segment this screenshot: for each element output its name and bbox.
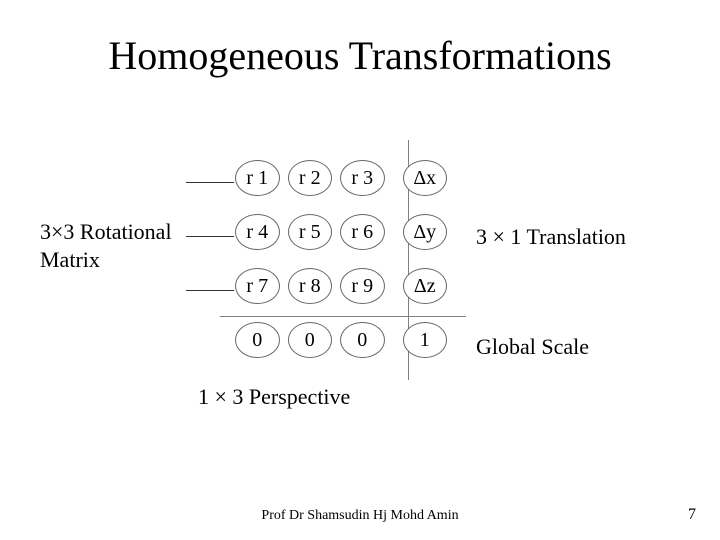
connector-rot-bot — [186, 290, 234, 291]
rotational-matrix-label-line1: 3×3 Rotational — [40, 219, 172, 244]
matrix-row: r 1 r 2 r 3 Δx — [235, 160, 455, 196]
matrix-cell: r 3 — [340, 160, 385, 196]
matrix-row: r 7 r 8 r 9 Δz — [235, 268, 455, 304]
matrix-cell: 0 — [288, 322, 333, 358]
page-title: Homogeneous Transformations — [0, 32, 720, 79]
matrix-cell: r 2 — [288, 160, 333, 196]
matrix-cell: r 5 — [288, 214, 333, 250]
connector-rot-mid — [186, 236, 234, 237]
matrix-cell: Δx — [403, 160, 448, 196]
matrix-row: 0 0 0 1 — [235, 322, 455, 358]
matrix-cell: 0 — [235, 322, 280, 358]
matrix-cell: r 7 — [235, 268, 280, 304]
matrix-cell: r 8 — [288, 268, 333, 304]
matrix-cell: 0 — [340, 322, 385, 358]
rotational-matrix-label-line2: Matrix — [40, 247, 100, 272]
matrix-cell: Δy — [403, 214, 448, 250]
global-scale-label: Global Scale — [476, 334, 589, 360]
matrix-cell: r 1 — [235, 160, 280, 196]
page-number: 7 — [688, 506, 696, 524]
matrix-cell: r 6 — [340, 214, 385, 250]
matrix-cell: r 4 — [235, 214, 280, 250]
matrix-cell: Δz — [403, 268, 448, 304]
rotational-matrix-label: 3×3 Rotational Matrix — [40, 218, 172, 273]
matrix-cell: r 9 — [340, 268, 385, 304]
matrix-cell: 1 — [403, 322, 448, 358]
perspective-label: 1 × 3 Perspective — [198, 384, 350, 410]
matrix-grid: r 1 r 2 r 3 Δx r 4 r 5 r 6 Δy r 7 r 8 r … — [235, 160, 455, 376]
matrix-row: r 4 r 5 r 6 Δy — [235, 214, 455, 250]
translation-label: 3 × 1 Translation — [476, 224, 626, 250]
footer-author: Prof Dr Shamsudin Hj Mohd Amin — [0, 508, 720, 524]
connector-rot-top — [186, 182, 234, 183]
